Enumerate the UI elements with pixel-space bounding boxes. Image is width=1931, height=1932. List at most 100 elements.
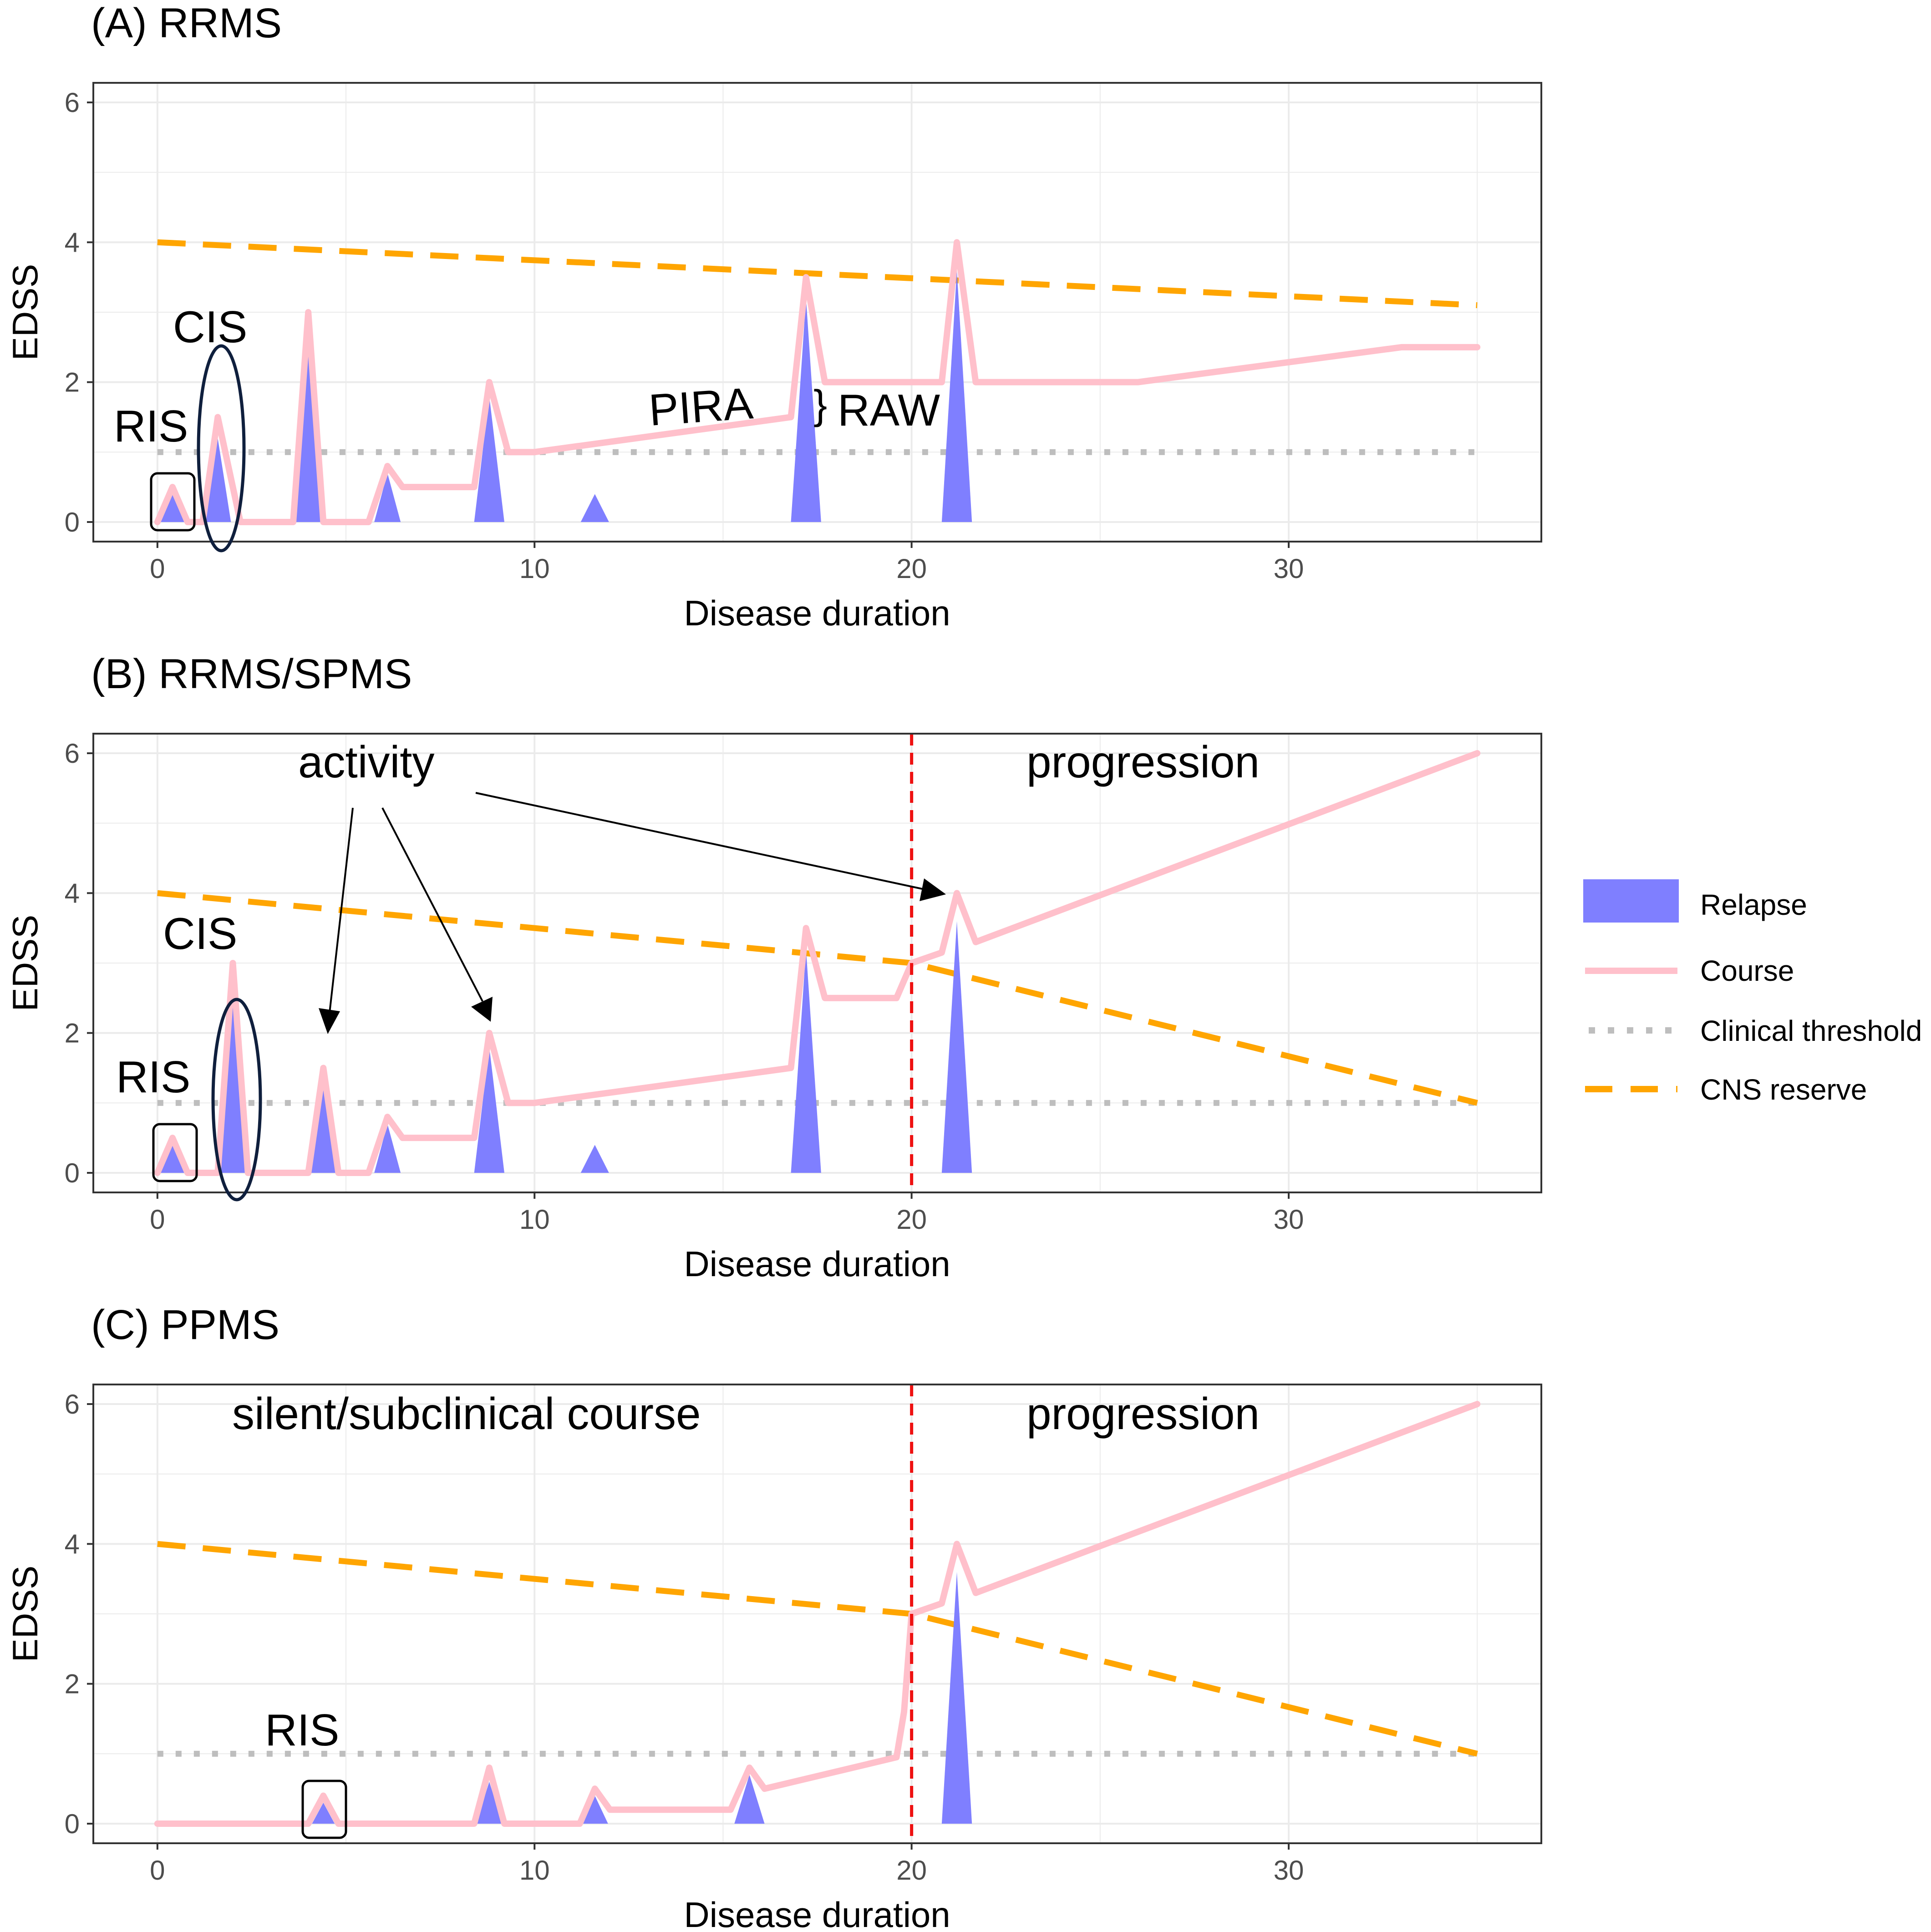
panel-b-activity-arrows [319, 792, 946, 1034]
relapse-mark [476, 1781, 503, 1824]
relapse-mark [374, 473, 401, 522]
y-tick-label: 4 [65, 227, 80, 258]
panel-c-ris-box [301, 1780, 347, 1839]
panel-b-activity-label: activity [298, 737, 435, 787]
relapse-mark [312, 1802, 335, 1824]
panel-c-x-axis-label: Disease duration [684, 1895, 950, 1932]
legend-course-label: Course [1700, 954, 1794, 987]
legend-reserve-label: CNS reserve [1700, 1073, 1867, 1106]
panel-c-marks [154, 1384, 1481, 1843]
relapse-mark [791, 298, 821, 522]
relapse-mark [160, 494, 185, 522]
x-tick-label: 10 [519, 553, 550, 584]
relapse-mark [219, 984, 246, 1173]
y-tick-label: 2 [65, 367, 80, 398]
x-tick-label: 30 [1274, 1855, 1304, 1886]
y-tick-label: 6 [65, 87, 80, 118]
panel-b-y-axis-label: EDSS [5, 915, 45, 1011]
panel-a-panel-border [92, 82, 1542, 543]
panel-b-title: (B) RRMS/SPMS [91, 651, 412, 697]
x-tick-label: 10 [519, 1204, 550, 1235]
panel-c-silent-label: silent/subclinical course [232, 1389, 701, 1439]
panel-c-axes: 0 10 20 30 0 2 4 6 [65, 1389, 1304, 1886]
x-tick-label: 10 [519, 1855, 550, 1886]
x-tick-label: 0 [150, 553, 165, 584]
y-tick-label: 4 [65, 878, 80, 908]
panel-b-panel-border [92, 733, 1542, 1193]
activity-arrowhead-3 [920, 878, 946, 901]
panel-b-progression-label: progression [1026, 737, 1260, 787]
panel-c-panel-border [92, 1384, 1542, 1844]
panel-a-grid [93, 83, 1541, 542]
relapse-mark [204, 438, 231, 522]
panel-b-marks [154, 734, 1481, 1192]
x-tick-label: 20 [896, 553, 927, 584]
relapse-mark [474, 1047, 504, 1173]
panel-b-axes: 0 10 20 30 0 2 4 6 [65, 738, 1304, 1235]
relapse-mark [580, 1145, 609, 1173]
panel-a-raw-label: RAW [838, 385, 940, 435]
panel-a-marks [154, 239, 1481, 525]
panel-b: (B) RRMS/SPMS 0 10 20 30 0 2 4 6 EDSS Disease d… [5, 651, 1542, 1284]
cns-reserve-line [157, 890, 1478, 1106]
panel-a-x-axis-label: Disease duration [684, 593, 950, 633]
legend-relapse-label: Relapse [1700, 888, 1807, 921]
activity-arrowhead-2 [471, 997, 493, 1022]
panel-a-cis-ellipse [197, 344, 246, 553]
relapse-mark [734, 1775, 765, 1824]
panel-c-y-axis-label: EDSS [5, 1566, 45, 1662]
y-tick-label: 4 [65, 1529, 80, 1559]
activity-arrowhead-1 [319, 1008, 340, 1034]
relapse-mark [941, 270, 972, 522]
course-line [154, 1401, 1481, 1827]
panel-a-cis-label: CIS [173, 302, 247, 352]
legend-relapse-key [1583, 879, 1679, 923]
x-tick-label: 0 [150, 1855, 165, 1886]
x-tick-label: 20 [896, 1855, 927, 1886]
panel-b-ris-box [152, 1123, 198, 1182]
y-tick-label: 2 [65, 1669, 80, 1699]
y-tick-label: 6 [65, 1389, 80, 1420]
x-tick-label: 0 [150, 1204, 165, 1235]
relapse-mark [374, 1124, 401, 1173]
panel-b-cis-ellipse [211, 998, 262, 1202]
panel-b-ris-label: RIS [116, 1052, 190, 1102]
relapse-mark [295, 333, 322, 522]
panel-a-pira-label: PIRA [647, 378, 755, 435]
panel-a-ris-label: RIS [114, 401, 188, 451]
panel-a: (A) RRMS 0 10 20 30 0 2 4 6 EDSS Disease durati… [5, 0, 1542, 633]
relapse-mark [580, 494, 609, 522]
legend: Relapse Course Clinical threshold CNS re… [1583, 879, 1922, 1106]
panel-a-ris-box [150, 472, 196, 532]
panel-a-axes: 0 10 20 30 0 2 4 6 [65, 87, 1304, 584]
cns-reserve-line [157, 239, 1478, 309]
x-tick-label: 30 [1274, 553, 1304, 584]
y-tick-label: 0 [65, 507, 80, 538]
activity-arrow-1 [329, 807, 354, 1013]
x-tick-label: 30 [1274, 1204, 1304, 1235]
relapse-mark [474, 396, 504, 522]
panel-b-cis-label: CIS [163, 908, 237, 958]
legend-threshold-label: Clinical threshold [1700, 1014, 1922, 1047]
y-tick-label: 0 [65, 1809, 80, 1839]
activity-arrow-3 [475, 792, 927, 891]
y-tick-label: 2 [65, 1018, 80, 1049]
relapse-mark [941, 1572, 972, 1824]
panel-a-title: (A) RRMS [91, 0, 282, 46]
relapse-mark [160, 1145, 185, 1173]
panel-c: (C) PPMS 0 10 20 30 0 2 4 6 EDSS Disease durati… [5, 1302, 1542, 1932]
panel-a-y-axis-label: EDSS [5, 264, 45, 360]
course-line [154, 239, 1481, 525]
panel-b-x-axis-label: Disease duration [684, 1244, 950, 1284]
y-tick-label: 0 [65, 1158, 80, 1188]
relapse-mark [791, 949, 821, 1173]
activity-arrow-2 [381, 807, 483, 1002]
relapse-mark [310, 1089, 337, 1173]
panel-c-progression-label: progression [1026, 1389, 1260, 1439]
relapse-mark [941, 921, 972, 1173]
panel-a-raw-brace: } [813, 382, 827, 428]
cns-reserve-line [157, 1541, 1478, 1757]
y-tick-label: 6 [65, 738, 80, 769]
x-tick-label: 20 [896, 1204, 927, 1235]
